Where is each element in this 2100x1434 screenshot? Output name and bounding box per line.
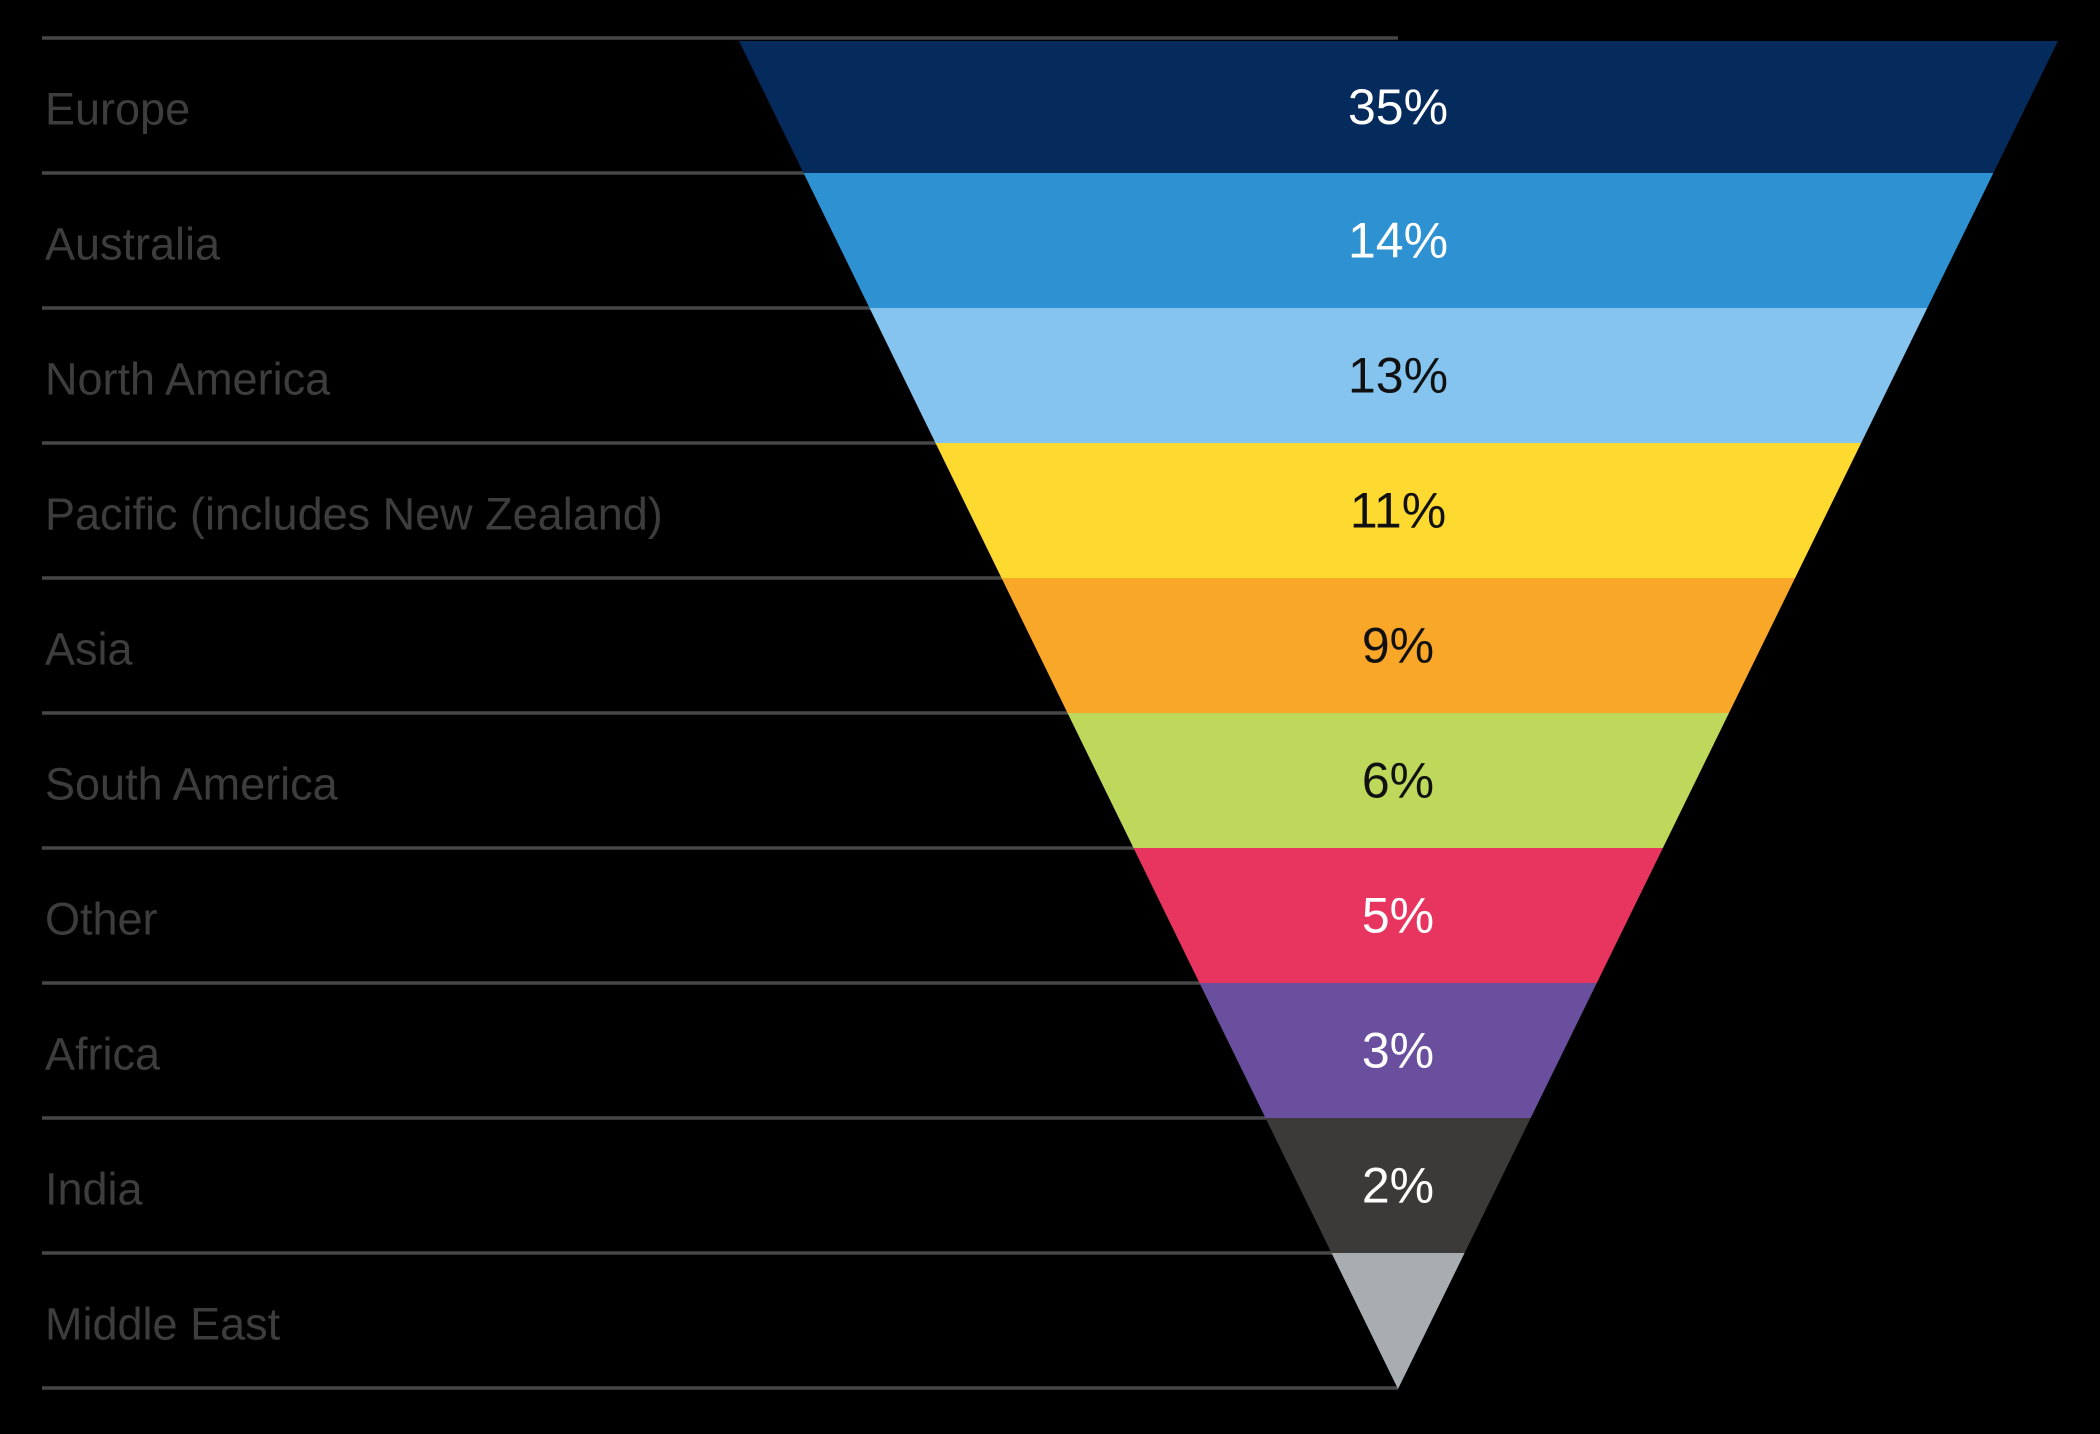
category-label-australia: Australia <box>45 219 221 270</box>
percent-label-pacific-includes-new-zealand: 11% <box>1350 483 1446 539</box>
percent-label-europe: 35% <box>1348 79 1448 135</box>
funnel-band-other <box>1133 848 1663 983</box>
category-label-asia: Asia <box>45 624 134 675</box>
category-label-india: India <box>45 1164 144 1215</box>
percent-label-south-america: 6% <box>1362 753 1434 809</box>
funnel-band-europe <box>739 41 2058 173</box>
percent-label-asia: 9% <box>1362 618 1434 674</box>
percent-label-india: 2% <box>1362 1158 1434 1214</box>
funnel-band-pacific-includes-new-zealand <box>935 443 1862 578</box>
category-label-south-america: South America <box>45 759 339 810</box>
funnel-band-north-america <box>869 308 1928 443</box>
percent-label-australia: 14% <box>1348 213 1448 269</box>
percent-label-africa: 3% <box>1362 1023 1434 1079</box>
category-label-pacific-includes-new-zealand: Pacific (includes New Zealand) <box>45 489 663 540</box>
category-label-other: Other <box>45 894 158 945</box>
category-label-africa: Africa <box>45 1029 161 1080</box>
funnel-band-australia <box>803 173 1994 308</box>
funnel-band-south-america <box>1067 713 1729 848</box>
percent-label-other: 5% <box>1362 888 1434 944</box>
category-label-europe: Europe <box>45 84 190 135</box>
category-label-north-america: North America <box>45 354 331 405</box>
funnel-band-india <box>1265 1118 1531 1253</box>
funnel-band-asia <box>1001 578 1796 713</box>
category-label-middle-east: Middle East <box>45 1299 281 1350</box>
funnel-band-africa <box>1199 983 1597 1118</box>
funnel-band-middle-east <box>1331 1253 1465 1389</box>
percent-label-north-america: 13% <box>1348 348 1448 404</box>
